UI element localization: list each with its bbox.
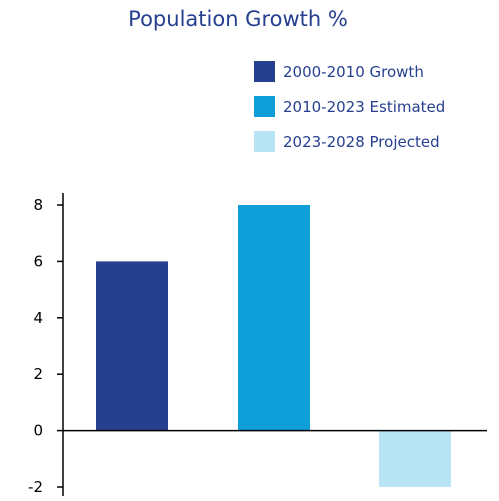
bar-2010-2023-estimated [238,205,310,431]
legend-item-2023-2028-projected[interactable]: 2023-2028 Projected [254,131,440,152]
legend-label: 2000-2010 Growth [283,63,424,81]
legend-item-2010-2023-estimated[interactable]: 2010-2023 Estimated [254,96,445,117]
legend-swatch [254,131,275,152]
chart-title: Population Growth % [128,7,348,31]
legend: 2000-2010 Growth 2010-2023 Estimated 202… [254,61,445,152]
plot-area: 8 6 4 2 0 -2 [28,193,487,496]
legend-label: 2023-2028 Projected [283,133,440,151]
legend-swatch [254,61,275,82]
y-tick-label: -2 [28,478,43,496]
y-tick-label: 6 [33,252,43,270]
y-axis-ticks: 8 6 4 2 0 -2 [28,196,63,496]
legend-item-2000-2010-growth[interactable]: 2000-2010 Growth [254,61,424,82]
y-tick-label: 8 [33,196,43,214]
bar-2023-2028-projected [379,430,451,487]
bars [96,205,451,487]
bar-2000-2010-growth [96,261,168,431]
legend-label: 2010-2023 Estimated [283,98,445,116]
y-tick-label: 0 [33,422,43,440]
y-tick-label: 2 [33,365,43,383]
y-tick-label: 4 [33,309,43,327]
legend-swatch [254,96,275,117]
